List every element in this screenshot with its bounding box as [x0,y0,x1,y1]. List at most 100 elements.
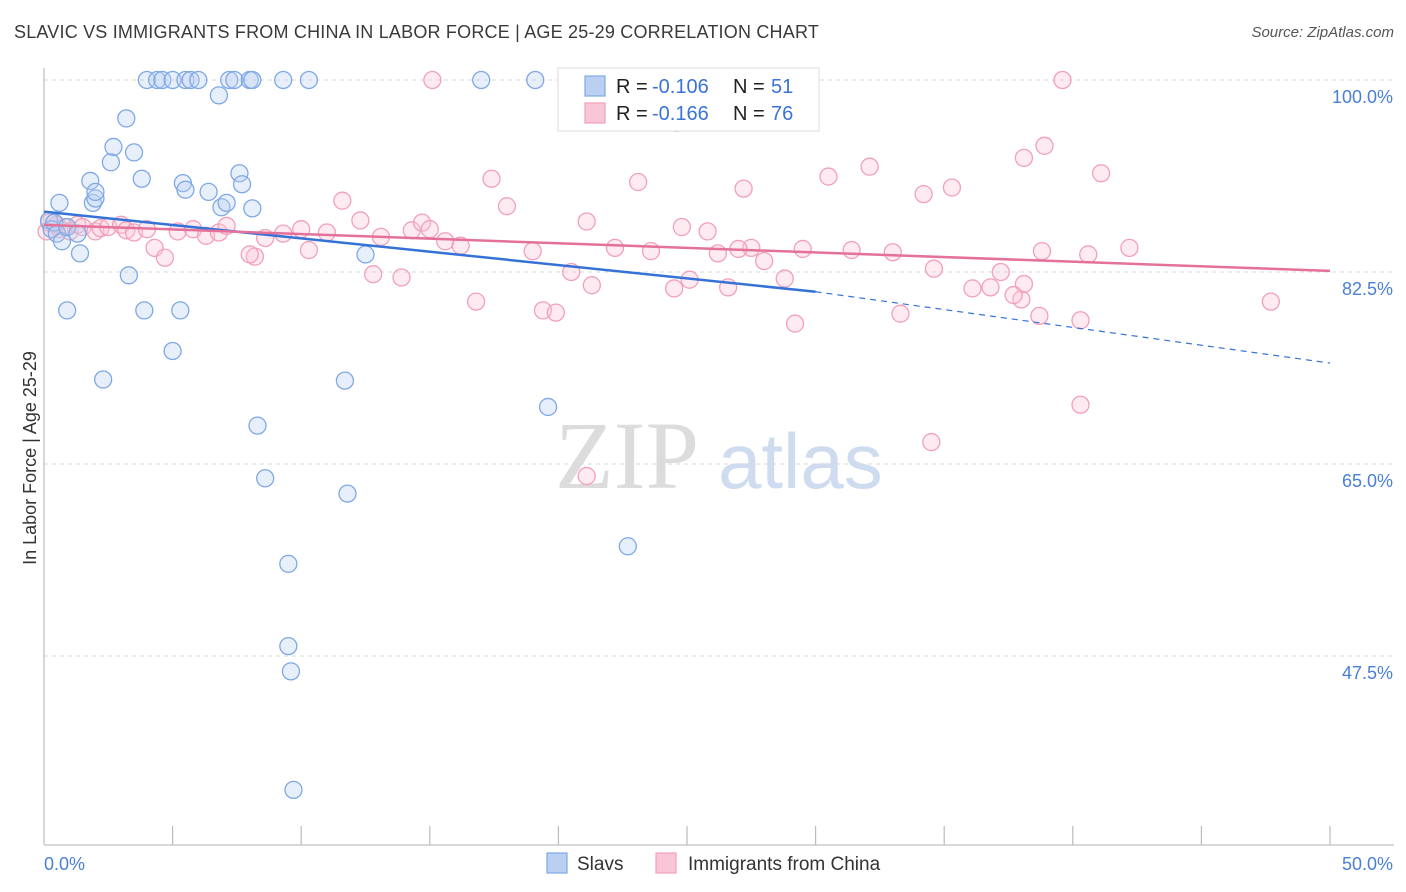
data-point-china [577,466,596,486]
data-point-china [914,184,933,204]
y-axis-label: In Labor Force | Age 25-29 [20,351,40,565]
data-point-china [1053,70,1072,90]
data-point-slavs [176,180,195,199]
data-point-china [155,248,175,267]
data-point-china [466,292,486,311]
data-point-china [734,179,753,198]
bottom-legend-label-china: Immigrants from China [688,854,881,875]
data-point-china [1035,136,1054,155]
data-point-slavs [132,169,151,188]
x-tick-label-max: 50.0% [1342,854,1393,874]
data-point-china [775,269,794,288]
chart-title: SLAVIC VS IMMIGRANTS FROM CHINA IN LABOR… [14,22,820,42]
data-point-china [1091,164,1111,183]
data-point-slavs [119,266,139,285]
x-tick-label-min: 0.0% [44,854,85,874]
data-point-china [482,169,501,188]
data-point-china [317,223,337,242]
data-point-china [364,265,383,284]
data-point-slavs [68,224,87,243]
data-point-china [1071,395,1090,414]
data-point-slavs [243,70,262,90]
gridlines [44,79,1394,657]
data-point-china [436,232,455,251]
data-point-slavs [232,175,252,194]
data-point-china [819,167,838,186]
data-point-china [924,259,944,278]
data-point-slavs [81,171,100,191]
data-point-slavs [50,193,69,213]
legend-swatch-slavs [584,75,606,97]
data-point-china [664,279,684,298]
legend-r-value-slavs: -0.106 [652,76,709,98]
legend-swatch-china [584,102,606,124]
data-point-china [793,239,812,259]
data-point-china [1120,238,1139,258]
data-point-china [991,262,1010,282]
data-point-china [708,244,728,263]
data-point-slavs [230,164,249,183]
data-point-slavs [57,301,77,320]
data-point-china [523,242,542,261]
data-point-china [785,314,805,333]
data-point-slavs [163,70,182,90]
data-point-slavs [526,70,545,90]
stats-legend: R = -0.106 N = 51 R = -0.166 N = 76 [557,67,820,132]
data-point-slavs [101,153,121,172]
data-point-slavs [335,371,355,390]
data-point-slavs [117,109,136,128]
data-point-china [1014,148,1034,168]
data-point-china [546,303,565,322]
legend-n-label-slavs: N = [733,76,765,98]
x-ticks [172,826,1331,845]
data-point-slavs [70,244,90,263]
watermark: ZIP atlas [555,402,883,509]
data-point-slavs [338,484,357,503]
y-tick-label: 47.5% [1342,663,1393,683]
data-point-slavs [243,199,262,218]
data-point-slavs [256,469,275,488]
data-point-china [423,70,442,90]
y-tick-label: 65.0% [1342,471,1393,491]
data-point-china [299,240,319,260]
data-point-slavs [248,416,267,435]
data-point-slavs [189,70,208,90]
legend-r-value-china: -0.166 [652,103,709,125]
data-point-slavs [284,780,303,800]
data-point-china [963,279,982,298]
data-point-slavs [209,86,229,105]
y-tick-labels: 100.0% 82.5% 65.0% 47.5% [1332,87,1393,683]
legend-r-label-china: R = [616,103,648,125]
trend-lines [43,210,1331,364]
legend-n-value-slavs: 51 [771,76,793,98]
data-point-china [922,432,941,452]
data-point-china [860,157,879,176]
legend-n-value-china: 76 [771,103,793,125]
data-point-slavs [181,70,200,90]
legend-r-label-slavs: R = [616,76,648,98]
data-point-slavs [86,189,105,208]
data-point-slavs [199,182,218,202]
data-point-slavs [279,554,298,573]
trend-line-china [43,223,1331,273]
data-point-china [628,172,648,192]
data-point-china [981,278,1000,297]
data-point-china [582,276,601,295]
data-point-slavs [135,301,154,320]
data-point-slavs [472,70,491,90]
data-point-china [392,268,411,287]
data-point-slavs [153,70,172,90]
data-point-china [497,197,517,216]
data-point-china [1030,306,1049,326]
data-point-slavs [356,245,375,264]
data-point-slavs [163,341,182,361]
data-point-slavs [217,193,236,213]
data-point-slavs [148,70,167,90]
data-point-slavs [137,70,157,90]
data-point-china [1071,311,1090,330]
data-point-slavs [618,537,637,556]
source-label: Source: ZipAtlas.com [1251,24,1394,41]
data-point-slavs [279,636,298,656]
data-point-china [333,191,352,210]
